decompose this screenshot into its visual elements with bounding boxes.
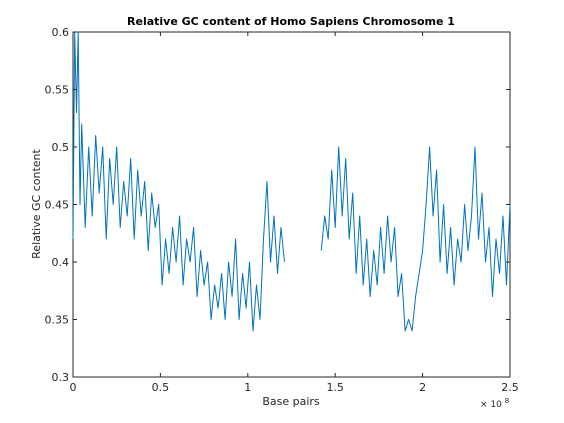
x-axis-ticks: 0 0.5 1 1.5 2 2.5 xyxy=(70,32,519,394)
x-axis-exponent-base: × 10 xyxy=(480,400,502,410)
y-tick-label: 0.6 xyxy=(52,26,70,39)
gc-content-series-line-1 xyxy=(72,31,285,332)
axes-box xyxy=(72,31,511,378)
x-tick-label: 2.5 xyxy=(501,381,519,394)
chart-title: Relative GC content of Homo Sapiens Chro… xyxy=(127,15,455,28)
x-axis-exponent-power: 8 xyxy=(505,397,509,405)
series-layer xyxy=(72,31,511,332)
plot-area: 0 0.5 1 1.5 2 2.5 0.3 0.35 0.4 0.45 0.5 0.55 0.6 xyxy=(45,26,519,394)
x-axis-label: Base pairs xyxy=(262,395,320,408)
gc-content-series-line-2 xyxy=(320,146,511,332)
x-tick-label: 0.5 xyxy=(152,381,170,394)
y-tick-label: 0.35 xyxy=(45,314,70,327)
y-axis-label: Relative GC content xyxy=(30,148,43,258)
y-axis-ticks: 0.3 0.35 0.4 0.45 0.5 0.55 0.6 xyxy=(45,26,510,384)
y-tick-label: 0.55 xyxy=(45,84,70,97)
y-tick-label: 0.4 xyxy=(52,256,70,269)
x-tick-label: 2 xyxy=(419,381,426,394)
x-tick-label: 1 xyxy=(244,381,251,394)
y-tick-label: 0.5 xyxy=(52,141,70,154)
x-tick-label: 0 xyxy=(70,381,77,394)
x-tick-label: 1.5 xyxy=(326,381,344,394)
x-axis-exponent: × 10 8 xyxy=(480,397,509,410)
y-tick-label: 0.3 xyxy=(52,371,70,384)
y-tick-label: 0.45 xyxy=(45,199,70,212)
